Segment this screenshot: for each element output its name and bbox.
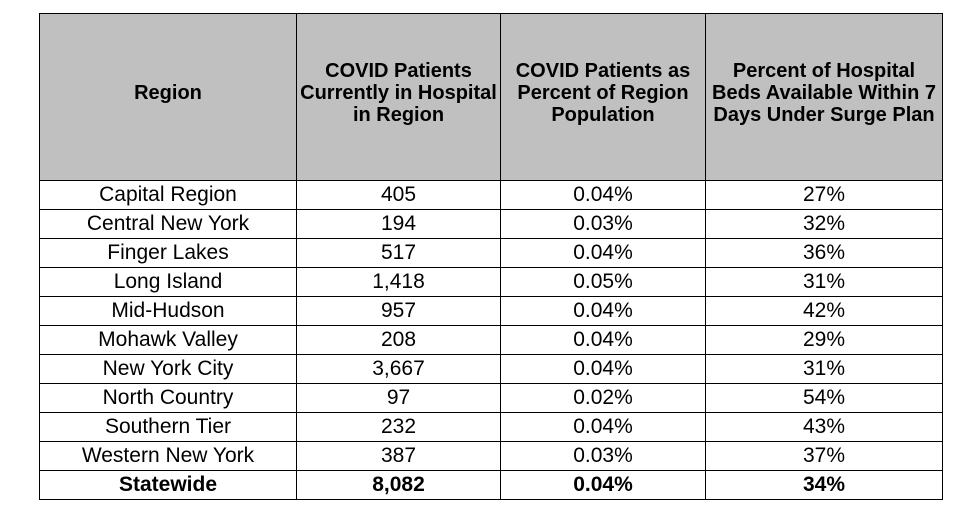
- cell-percent-population: 0.05%: [500, 267, 706, 297]
- table-row: Mid-Hudson 957 0.04% 42%: [39, 296, 943, 326]
- cell-percent-population: 0.04%: [500, 296, 706, 326]
- cell-percent-population: 0.03%: [500, 209, 706, 239]
- table-header: Region COVID Patients Currently in Hospi…: [39, 13, 943, 181]
- cell-percent-population: 0.04%: [500, 238, 706, 268]
- cell-percent-population: 0.04%: [500, 325, 706, 355]
- cell-region: New York City: [39, 354, 297, 384]
- covid-hospital-table: Region COVID Patients Currently in Hospi…: [39, 13, 943, 500]
- cell-region: Mid-Hudson: [39, 296, 297, 326]
- cell-percent-population: 0.04%: [500, 354, 706, 384]
- cell-region: Capital Region: [39, 180, 297, 210]
- cell-patients: 1,418: [296, 267, 501, 297]
- cell-region: Southern Tier: [39, 412, 297, 442]
- cell-percent-population: 0.03%: [500, 441, 706, 471]
- cell-beds-available: 31%: [705, 354, 943, 384]
- table-row: New York City 3,667 0.04% 31%: [39, 354, 943, 384]
- total-patients: 8,082: [296, 470, 501, 500]
- cell-beds-available: 37%: [705, 441, 943, 471]
- cell-patients: 232: [296, 412, 501, 442]
- header-beds-available: Percent of Hospital Beds Available Withi…: [705, 13, 943, 181]
- cell-patients: 405: [296, 180, 501, 210]
- table-row: Mohawk Valley 208 0.04% 29%: [39, 325, 943, 355]
- total-row: Statewide 8,082 0.04% 34%: [39, 470, 943, 500]
- cell-beds-available: 31%: [705, 267, 943, 297]
- header-patients-in-hospital: COVID Patients Currently in Hospital in …: [296, 13, 501, 181]
- header-row: Region COVID Patients Currently in Hospi…: [39, 13, 943, 181]
- table-row: Capital Region 405 0.04% 27%: [39, 180, 943, 210]
- cell-beds-available: 29%: [705, 325, 943, 355]
- total-beds-available: 34%: [705, 470, 943, 500]
- cell-percent-population: 0.02%: [500, 383, 706, 413]
- cell-patients: 957: [296, 296, 501, 326]
- table-body: Capital Region 405 0.04% 27% Central New…: [39, 180, 943, 500]
- cell-region: Western New York: [39, 441, 297, 471]
- table-row: Central New York 194 0.03% 32%: [39, 209, 943, 239]
- cell-beds-available: 54%: [705, 383, 943, 413]
- cell-patients: 3,667: [296, 354, 501, 384]
- cell-beds-available: 43%: [705, 412, 943, 442]
- cell-patients: 194: [296, 209, 501, 239]
- cell-beds-available: 32%: [705, 209, 943, 239]
- cell-region: North Country: [39, 383, 297, 413]
- cell-region: Mohawk Valley: [39, 325, 297, 355]
- cell-patients: 208: [296, 325, 501, 355]
- cell-beds-available: 42%: [705, 296, 943, 326]
- cell-patients: 517: [296, 238, 501, 268]
- cell-patients: 387: [296, 441, 501, 471]
- cell-region: Long Island: [39, 267, 297, 297]
- header-percent-of-population: COVID Patients as Percent of Region Popu…: [500, 13, 706, 181]
- cell-percent-population: 0.04%: [500, 412, 706, 442]
- cell-percent-population: 0.04%: [500, 180, 706, 210]
- cell-region: Finger Lakes: [39, 238, 297, 268]
- total-region: Statewide: [39, 470, 297, 500]
- cell-region: Central New York: [39, 209, 297, 239]
- table-row: Long Island 1,418 0.05% 31%: [39, 267, 943, 297]
- cell-beds-available: 27%: [705, 180, 943, 210]
- total-percent-population: 0.04%: [500, 470, 706, 500]
- header-region: Region: [39, 13, 297, 181]
- table-row: Western New York 387 0.03% 37%: [39, 441, 943, 471]
- cell-patients: 97: [296, 383, 501, 413]
- table-row: Southern Tier 232 0.04% 43%: [39, 412, 943, 442]
- table-row: Finger Lakes 517 0.04% 36%: [39, 238, 943, 268]
- cell-beds-available: 36%: [705, 238, 943, 268]
- table-row: North Country 97 0.02% 54%: [39, 383, 943, 413]
